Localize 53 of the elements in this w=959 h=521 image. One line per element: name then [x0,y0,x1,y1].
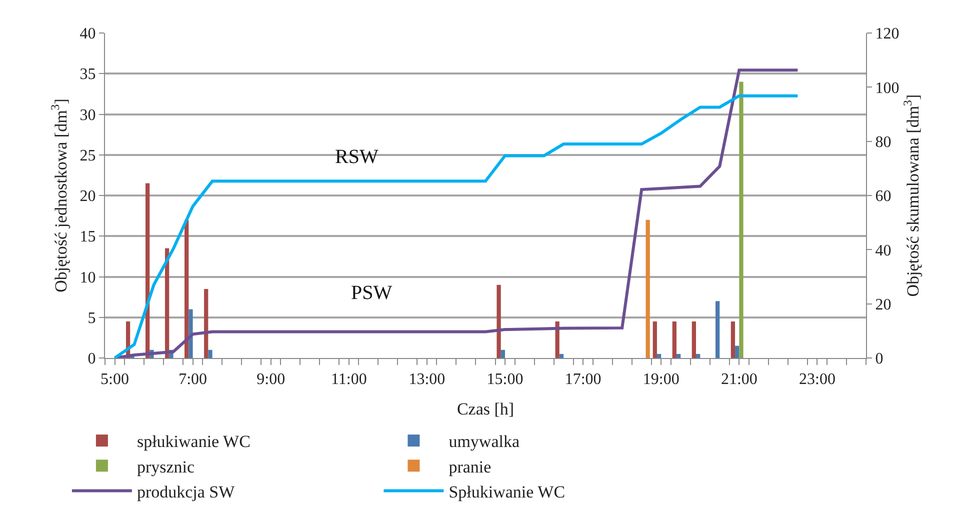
bar [184,220,189,358]
y2-tick-label: 100 [875,80,900,97]
y2-tick-label: 20 [875,296,892,314]
bar [500,350,506,358]
x-tick-label: 23:00 [798,371,836,388]
legend-label: produkcja SW [136,482,236,502]
x-tick-label: 19:00 [642,371,680,388]
x-tick-label: 11:00 [330,371,367,388]
bar [204,288,208,358]
x-tick-label: 7:00 [178,371,208,388]
x-tick-label: 21:00 [720,371,758,388]
x-axis-title: Czas [h] [456,400,514,419]
bar [730,321,736,358]
x-tick-label: 9:00 [256,371,286,388]
y2-tick-label: 80 [875,134,892,151]
x-tick-label: 13:00 [408,371,446,388]
bar [676,354,681,358]
bar [646,220,650,358]
y2-tick-label: 0 [875,350,884,368]
y2-tick-label: 40 [875,242,892,260]
y-tick-label: 25 [80,147,96,164]
bar [188,309,193,358]
bar [696,354,700,358]
y-tick-label: 15 [80,228,96,246]
y-tick-label: 40 [80,26,96,43]
bar [559,354,564,358]
x-tick-label: 5:00 [100,371,129,388]
y-tick-label: 5 [88,310,96,327]
x-tick-label: 15:00 [486,371,524,388]
y-tick-label: 30 [80,106,96,124]
legend-label: spłukiwanie WC [136,432,250,452]
y-tick-label: 0 [88,350,96,368]
bar [735,346,740,358]
bar [656,354,662,358]
bar [496,284,501,358]
bar [739,82,744,358]
y-tick-label: 20 [80,188,96,206]
annotation: PSW [351,282,392,304]
bar [716,301,720,358]
y-tick-label: 10 [80,269,96,286]
legend-label: prysznic [136,457,195,476]
x-tick-label: 17:00 [564,371,602,388]
bar [672,321,676,358]
legend-label: pranie [448,457,492,476]
bar [652,321,657,358]
annotation: RSW [335,146,378,168]
legend-label: Spłukiwanie WC [448,482,566,502]
bar [208,350,212,358]
legend-label: umywalka [448,432,520,452]
y2-tick-label: 60 [875,188,892,206]
bar [692,321,696,358]
y2-tick-label: 120 [875,26,900,43]
y-tick-label: 35 [80,66,96,84]
